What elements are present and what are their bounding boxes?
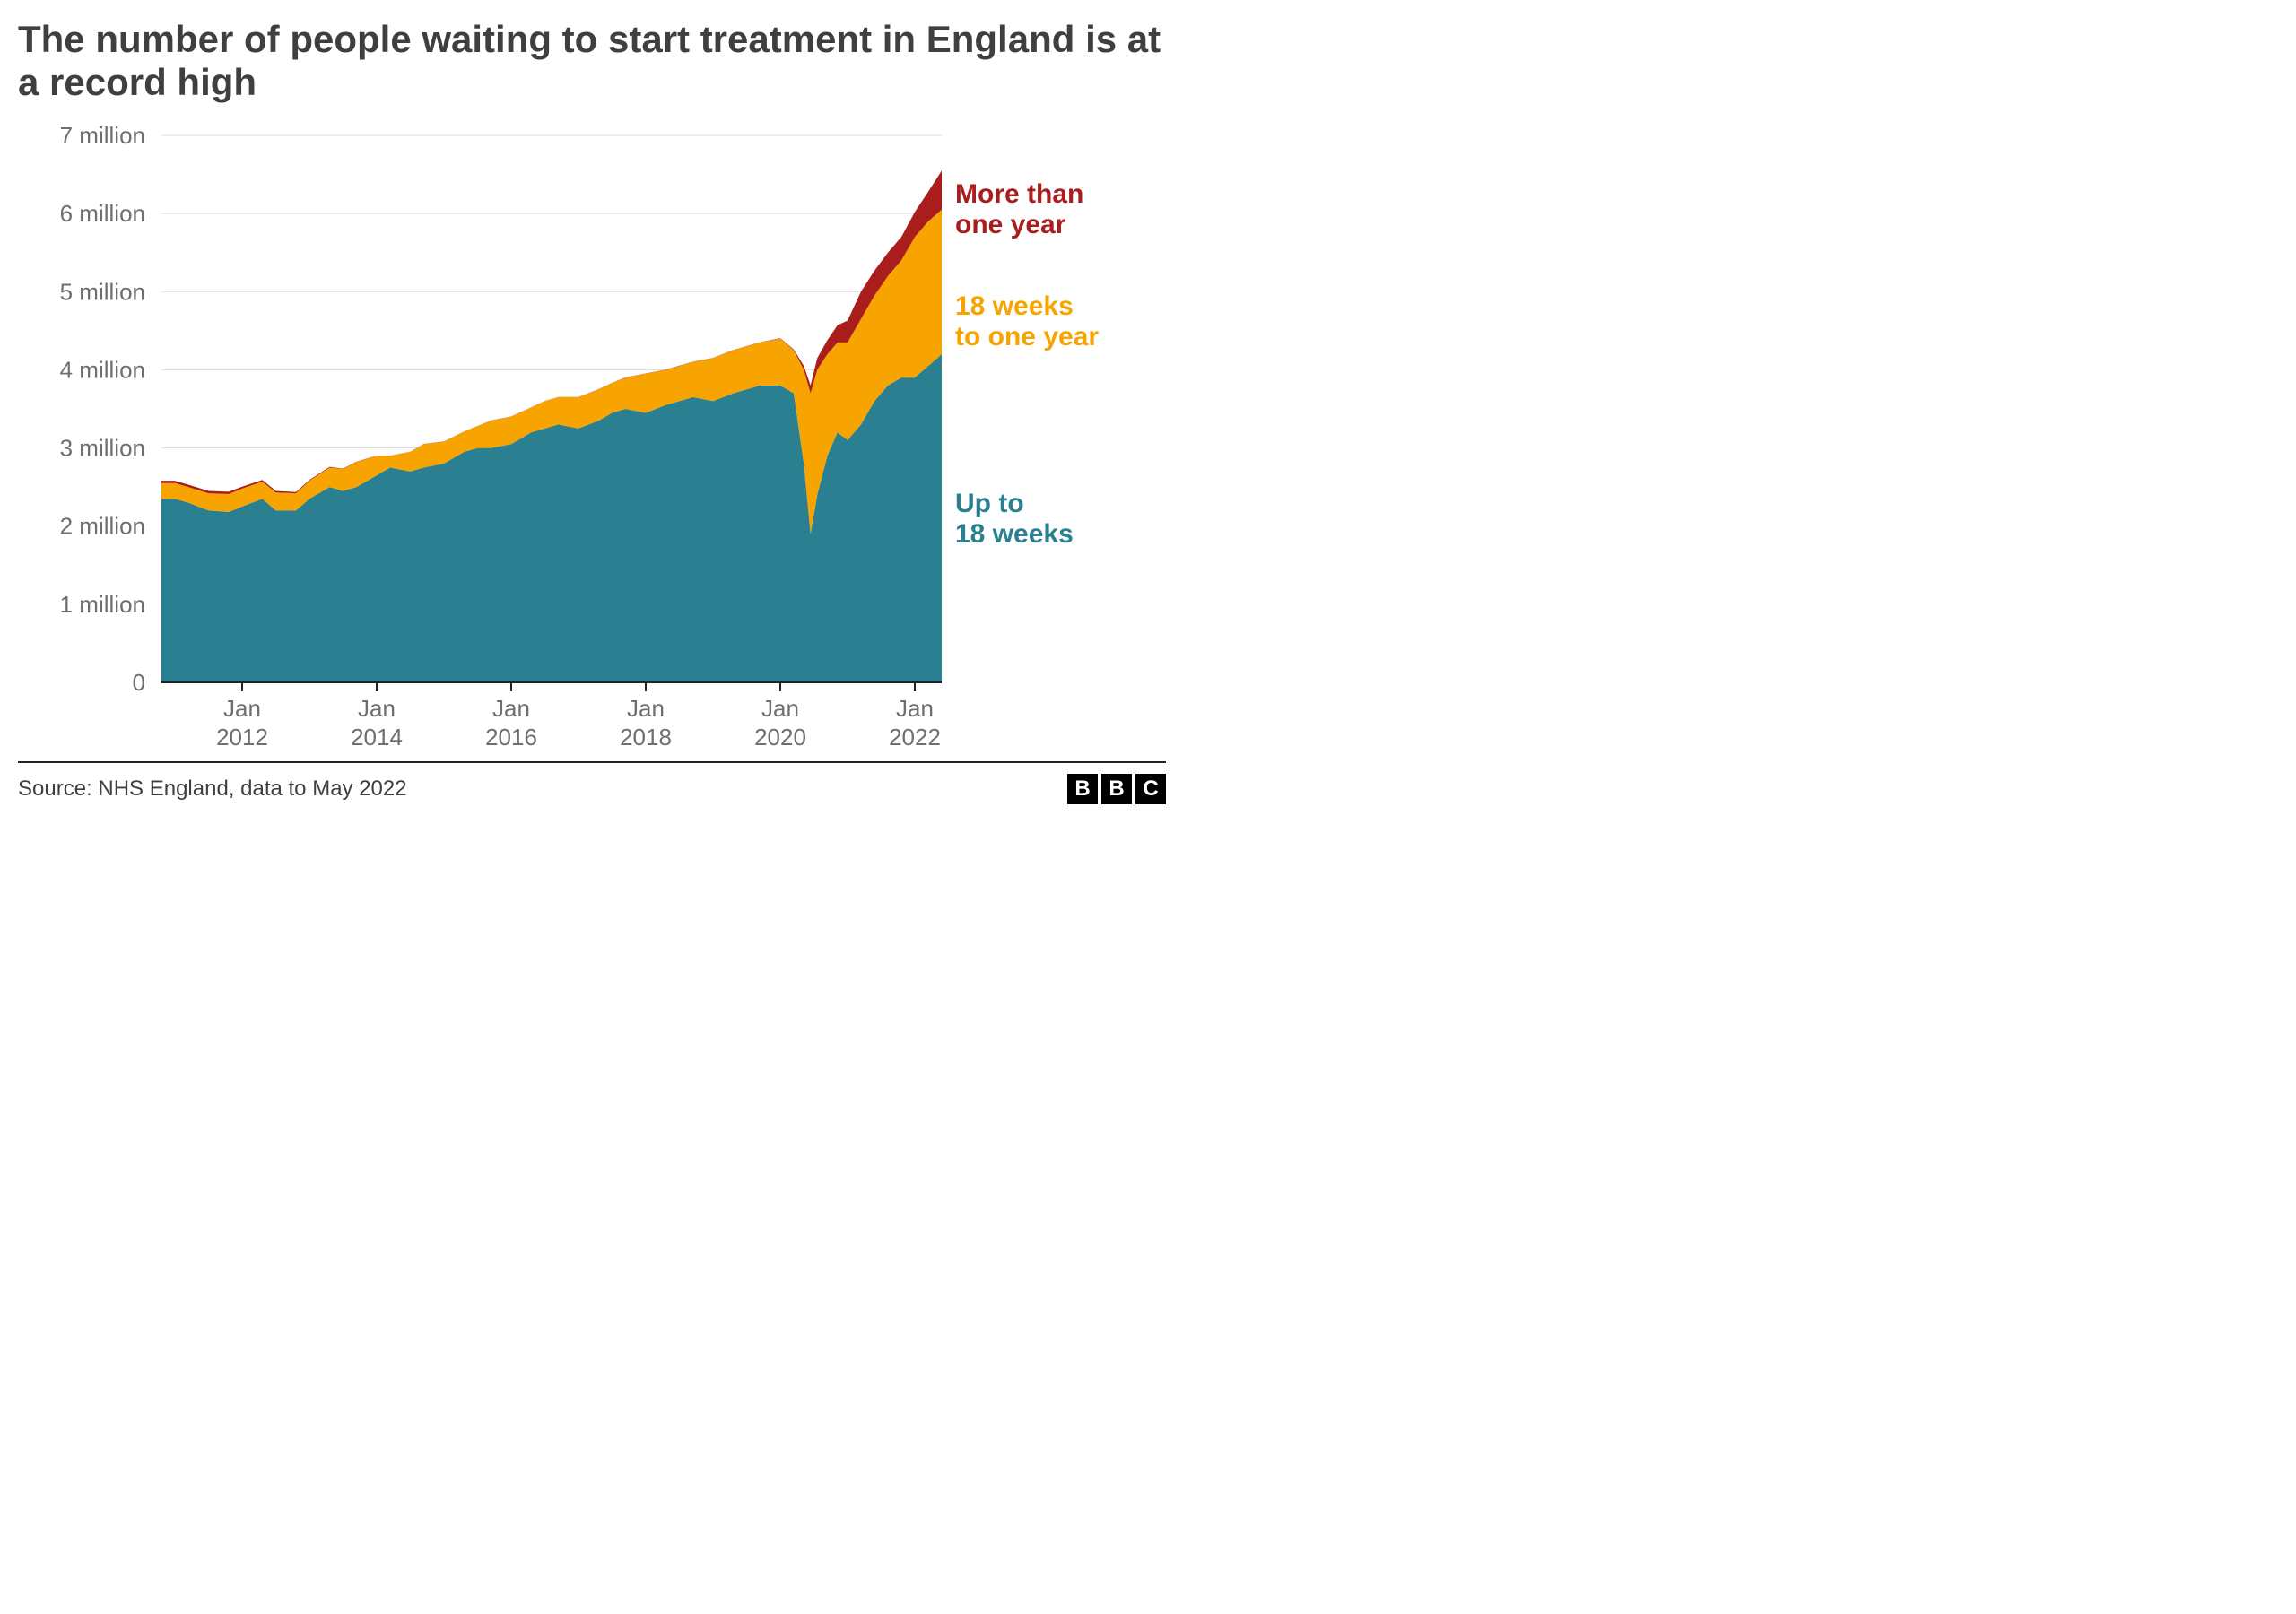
y-axis-label: 1 million xyxy=(60,590,145,617)
x-axis-label: Jan xyxy=(896,695,934,722)
x-axis-label: 2014 xyxy=(351,724,403,751)
series-label-more_than_one_year: one year xyxy=(955,210,1066,239)
series-label-more_than_one_year: More than xyxy=(955,179,1083,209)
y-axis-label: 6 million xyxy=(60,200,145,227)
x-axis-label: Jan xyxy=(492,695,530,722)
x-axis-label: Jan xyxy=(223,695,261,722)
x-axis-label: Jan xyxy=(627,695,665,722)
x-axis-label: 2016 xyxy=(485,724,537,751)
series-label-18_weeks_to_one_year: to one year xyxy=(955,322,1099,351)
y-axis-label: 7 million xyxy=(60,126,145,149)
series-label-up_to_18_weeks: Up to xyxy=(955,489,1024,518)
x-axis-label: 2022 xyxy=(889,724,941,751)
chart-container: The number of people waiting to start tr… xyxy=(18,18,1166,804)
x-axis-label: 2018 xyxy=(620,724,672,751)
chart-svg: 0 1 million 2 million 3 million 4 million 5 m… xyxy=(18,126,1166,754)
bbc-block-b1: B xyxy=(1067,774,1098,804)
y-axis-label: 4 million xyxy=(60,356,145,383)
chart-area: 0 1 million 2 million 3 million 4 million 5 m… xyxy=(18,126,1166,754)
source-text: Source: NHS England, data to May 2022 xyxy=(18,777,407,802)
bbc-block-b2: B xyxy=(1101,774,1132,804)
x-axis-label: 2020 xyxy=(754,724,806,751)
bbc-logo: B B C xyxy=(1067,774,1166,804)
x-axis-label: Jan xyxy=(358,695,396,722)
chart-title: The number of people waiting to start tr… xyxy=(18,18,1166,105)
bbc-block-c: C xyxy=(1135,774,1166,804)
x-axis-label: Jan xyxy=(761,695,799,722)
y-axis-label: 5 million xyxy=(60,278,145,305)
x-axis-label: 2012 xyxy=(216,724,268,751)
y-axis-label: 2 million xyxy=(60,512,145,539)
chart-footer: Source: NHS England, data to May 2022 B … xyxy=(18,761,1166,804)
series-label-up_to_18_weeks: 18 weeks xyxy=(955,519,1074,549)
y-axis-label: 0 xyxy=(133,669,145,696)
y-axis-label: 3 million xyxy=(60,434,145,461)
series-label-18_weeks_to_one_year: 18 weeks xyxy=(955,291,1074,321)
